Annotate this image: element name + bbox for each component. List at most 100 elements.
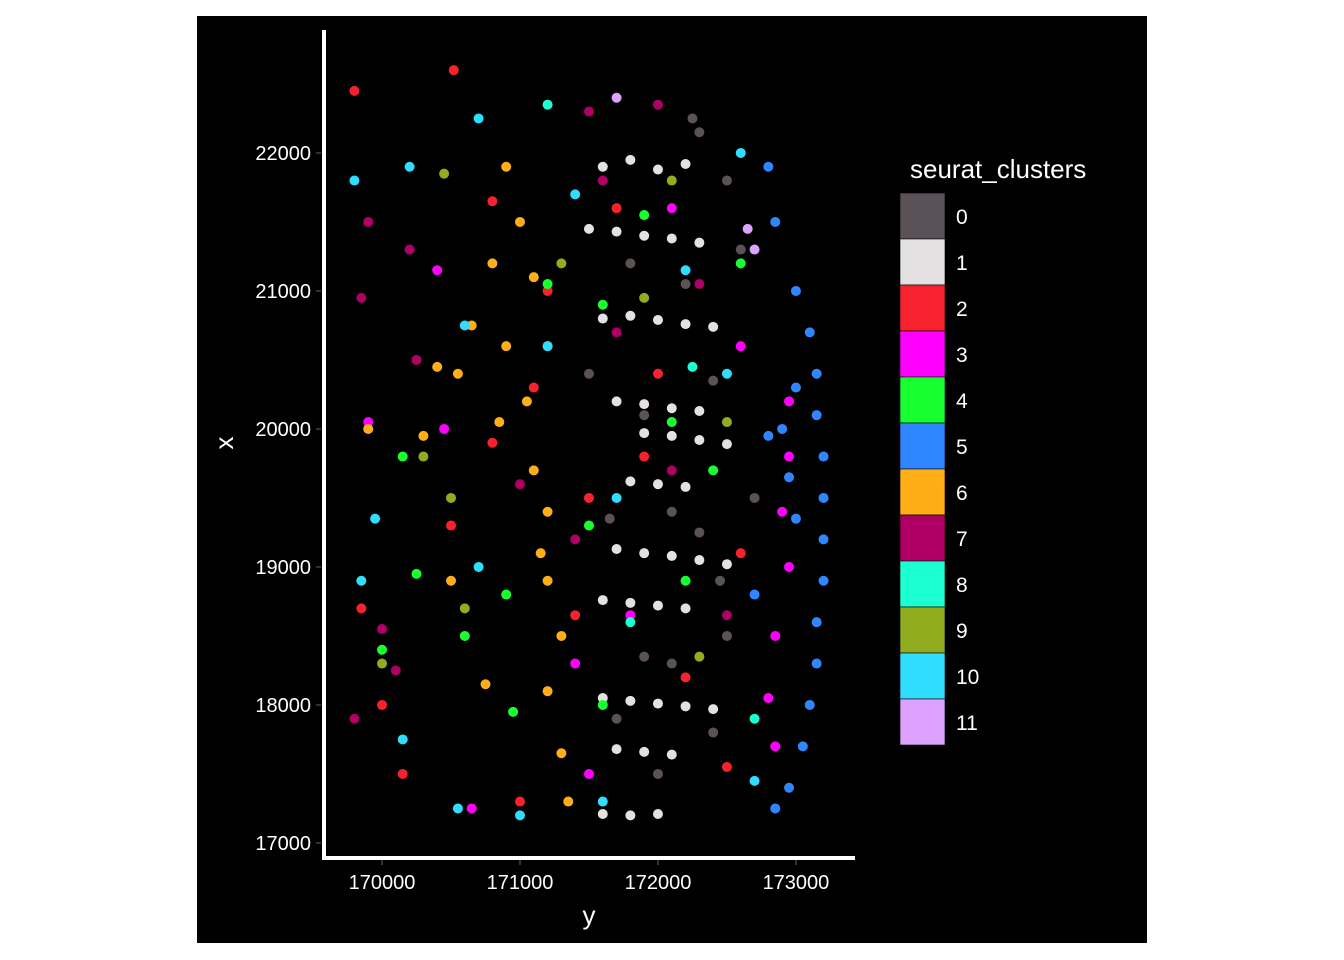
point-cluster-5 bbox=[784, 472, 795, 483]
point-cluster-4 bbox=[397, 451, 408, 462]
point-cluster-1 bbox=[639, 428, 650, 439]
point-cluster-11 bbox=[742, 223, 753, 234]
point-cluster-3 bbox=[583, 768, 594, 779]
point-cluster-1 bbox=[694, 434, 705, 445]
point-cluster-1 bbox=[721, 439, 732, 450]
legend-swatch-2 bbox=[899, 284, 946, 332]
point-cluster-1 bbox=[652, 600, 663, 611]
point-cluster-3 bbox=[363, 417, 374, 428]
point-cluster-2 bbox=[542, 285, 553, 296]
point-cluster-6 bbox=[563, 796, 574, 807]
legend-label-1: 1 bbox=[956, 252, 968, 275]
point-cluster-0 bbox=[721, 630, 732, 641]
legend-swatch-9 bbox=[899, 606, 946, 654]
point-cluster-0 bbox=[639, 651, 650, 662]
legend-swatch-5 bbox=[899, 422, 946, 470]
legend-label-11: 11 bbox=[956, 712, 978, 735]
point-cluster-5 bbox=[797, 741, 808, 752]
point-cluster-7 bbox=[694, 279, 705, 290]
point-cluster-0 bbox=[694, 127, 705, 138]
point-cluster-4 bbox=[735, 258, 746, 269]
point-cluster-1 bbox=[680, 603, 691, 614]
point-cluster-5 bbox=[790, 285, 801, 296]
point-cluster-1 bbox=[625, 310, 636, 321]
point-cluster-1 bbox=[694, 555, 705, 566]
point-cluster-1 bbox=[639, 230, 650, 241]
point-cluster-7 bbox=[411, 354, 422, 365]
point-cluster-3 bbox=[784, 451, 795, 462]
point-cluster-1 bbox=[652, 808, 663, 819]
point-cluster-7 bbox=[583, 106, 594, 117]
point-cluster-1 bbox=[652, 479, 663, 490]
point-cluster-6 bbox=[535, 548, 546, 559]
point-cluster-2 bbox=[721, 762, 732, 773]
point-cluster-1 bbox=[583, 223, 594, 234]
point-cluster-1 bbox=[611, 226, 622, 237]
point-cluster-10 bbox=[370, 513, 381, 524]
point-cluster-1 bbox=[708, 321, 719, 332]
point-cluster-4 bbox=[501, 589, 512, 600]
point-cluster-9 bbox=[446, 492, 457, 503]
point-cluster-1 bbox=[694, 237, 705, 248]
point-cluster-7 bbox=[570, 534, 581, 545]
point-cluster-6 bbox=[501, 341, 512, 352]
legend-swatch-0 bbox=[899, 192, 946, 240]
point-cluster-1 bbox=[708, 704, 719, 715]
point-cluster-7 bbox=[721, 610, 732, 621]
point-cluster-2 bbox=[377, 699, 388, 710]
point-cluster-5 bbox=[811, 617, 822, 628]
point-cluster-3 bbox=[666, 203, 677, 214]
point-cluster-1 bbox=[639, 399, 650, 410]
point-cluster-1 bbox=[666, 749, 677, 760]
point-cluster-1 bbox=[652, 314, 663, 325]
point-cluster-7 bbox=[611, 327, 622, 338]
point-cluster-4 bbox=[680, 575, 691, 586]
point-cluster-6 bbox=[556, 748, 567, 759]
point-cluster-1 bbox=[721, 559, 732, 570]
point-cluster-6 bbox=[542, 686, 553, 697]
point-cluster-1 bbox=[597, 161, 608, 172]
point-cluster-1 bbox=[597, 313, 608, 324]
point-cluster-0 bbox=[694, 527, 705, 538]
point-cluster-8 bbox=[625, 617, 636, 628]
legend-swatch-6 bbox=[899, 468, 946, 516]
point-cluster-6 bbox=[480, 679, 491, 690]
point-cluster-5 bbox=[763, 430, 774, 441]
point-cluster-1 bbox=[652, 698, 663, 709]
point-cluster-4 bbox=[597, 699, 608, 710]
legend-label-6: 6 bbox=[956, 482, 968, 505]
point-cluster-3 bbox=[770, 741, 781, 752]
legend: seurat_clusters 0 1 2 3 4 5 6 7 8 9 10 11 bbox=[899, 154, 1086, 746]
point-cluster-3 bbox=[770, 630, 781, 641]
point-cluster-1 bbox=[666, 430, 677, 441]
point-cluster-5 bbox=[770, 803, 781, 814]
point-cluster-5 bbox=[770, 216, 781, 227]
legend-swatch-11 bbox=[899, 698, 946, 746]
y-tick-label: 21000 bbox=[255, 281, 311, 303]
point-cluster-1 bbox=[611, 744, 622, 755]
point-cluster-1 bbox=[625, 597, 636, 608]
point-cluster-6 bbox=[542, 506, 553, 517]
x-axis-ticks: 170000 171000 172000 173000 bbox=[349, 860, 829, 894]
x-tick-label: 170000 bbox=[349, 872, 416, 894]
legend-swatch-10 bbox=[899, 652, 946, 700]
point-cluster-10 bbox=[397, 734, 408, 745]
point-cluster-9 bbox=[721, 417, 732, 428]
point-cluster-0 bbox=[735, 244, 746, 255]
legend-label-3: 3 bbox=[956, 344, 968, 367]
point-cluster-0 bbox=[666, 506, 677, 517]
point-cluster-10 bbox=[721, 368, 732, 379]
x-axis-title: y bbox=[583, 900, 596, 930]
point-cluster-0 bbox=[687, 113, 698, 124]
point-cluster-0 bbox=[625, 258, 636, 269]
point-cluster-5 bbox=[811, 410, 822, 421]
point-cluster-3 bbox=[784, 396, 795, 407]
point-cluster-4 bbox=[639, 210, 650, 221]
point-cluster-9 bbox=[439, 168, 450, 179]
point-cluster-9 bbox=[418, 451, 429, 462]
point-cluster-2 bbox=[487, 437, 498, 448]
point-cluster-9 bbox=[377, 658, 388, 669]
point-cluster-1 bbox=[597, 693, 608, 704]
point-cluster-2 bbox=[583, 492, 594, 503]
legend-swatch-3 bbox=[899, 330, 946, 378]
